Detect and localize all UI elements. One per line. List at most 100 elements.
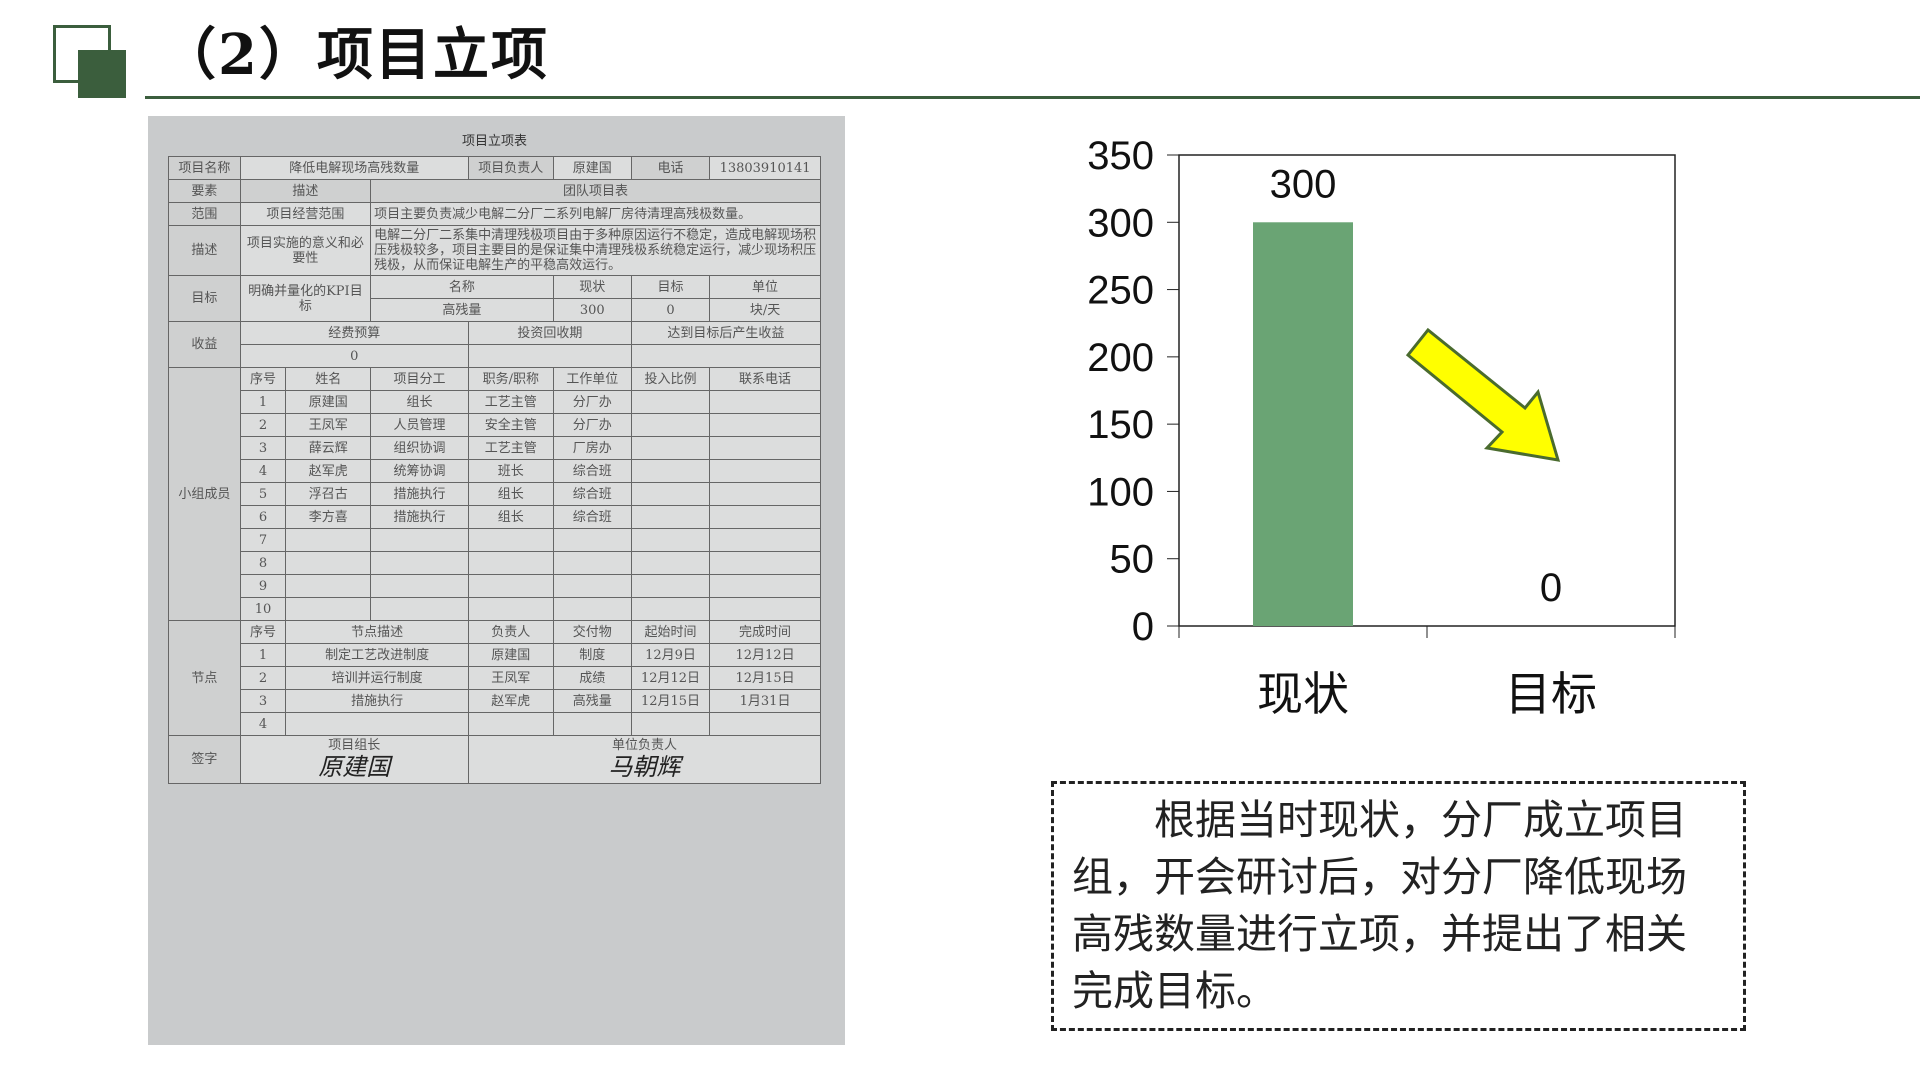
cell: 描述 bbox=[168, 225, 241, 276]
cell: 高残量 bbox=[370, 298, 554, 322]
cell bbox=[370, 528, 469, 552]
cell bbox=[630, 344, 822, 368]
cell bbox=[467, 712, 554, 736]
cell bbox=[709, 459, 821, 483]
cell: 联系电话 bbox=[709, 367, 821, 391]
cell bbox=[370, 597, 469, 621]
category-label: 目标 bbox=[1505, 667, 1597, 721]
cell: 措施执行 bbox=[285, 689, 469, 713]
cell bbox=[552, 712, 632, 736]
y-tick-label: 0 bbox=[1132, 605, 1154, 649]
cell: 电解二分厂二系集中清理残极项目由于多种原因运行不稳定，造成电解现场积压残极较多，… bbox=[370, 225, 821, 276]
cell: 节点 bbox=[168, 620, 241, 736]
cell bbox=[285, 551, 372, 575]
cell bbox=[467, 528, 554, 552]
cell bbox=[552, 574, 632, 598]
cell: 0 bbox=[630, 298, 711, 322]
cell: 300 bbox=[552, 298, 632, 322]
cell: 12月15日 bbox=[709, 666, 821, 690]
cell bbox=[630, 551, 711, 575]
cell: 措施执行 bbox=[370, 482, 469, 506]
cell: 10 bbox=[239, 597, 287, 621]
cell: 原建国 bbox=[467, 643, 554, 667]
form-title: 项目立项表 bbox=[461, 134, 527, 149]
cell: 项目主要负责减少电解二分厂二系列电解厂房待清理高残极数量。 bbox=[370, 202, 821, 226]
cell: 成绩 bbox=[552, 666, 632, 690]
cell bbox=[630, 597, 711, 621]
cell bbox=[467, 574, 554, 598]
cell bbox=[709, 505, 821, 529]
cell bbox=[709, 712, 821, 736]
node-row: 3 措施执行 赵军虎 高残量 12月15日 1月31日 bbox=[169, 689, 821, 713]
cell: 序号 bbox=[239, 367, 287, 391]
cell: 综合班 bbox=[552, 505, 632, 529]
cell: 投资回收期 bbox=[467, 321, 632, 345]
cell: 12月15日 bbox=[630, 689, 711, 713]
cell: 现状 bbox=[552, 275, 632, 299]
y-tick-label: 150 bbox=[1087, 403, 1154, 447]
cell: 项目经营范围 bbox=[239, 202, 372, 226]
cell bbox=[630, 505, 711, 529]
cell: 2 bbox=[239, 413, 287, 437]
cell: 2 bbox=[239, 666, 287, 690]
cell: 1 bbox=[239, 390, 287, 414]
members-section: 小组成员 序号 姓名 项目分工 职务/职称 工作单位 投入比例 联系电话 1 原建国 组长 工艺主管分… bbox=[168, 367, 821, 621]
member-row: 7 bbox=[169, 528, 821, 552]
cell: 浮召古 bbox=[285, 482, 372, 506]
cell: 小组成员 bbox=[168, 367, 241, 621]
cell bbox=[285, 574, 372, 598]
cell: 组长 bbox=[467, 482, 554, 506]
cell bbox=[285, 712, 469, 736]
sign-unit-cell: 单位负责人 马朝辉 bbox=[467, 735, 822, 784]
cell: 李方喜 bbox=[285, 505, 372, 529]
signature: 原建国 bbox=[318, 753, 391, 781]
cell: 5 bbox=[239, 482, 287, 506]
cell: 赵军虎 bbox=[467, 689, 554, 713]
cell: 统筹协调 bbox=[370, 459, 469, 483]
cell: 12月9日 bbox=[630, 643, 711, 667]
cell bbox=[285, 528, 372, 552]
sign-leader-label: 项目组长 bbox=[328, 738, 381, 753]
cell bbox=[709, 413, 821, 437]
cell: 收益 bbox=[168, 321, 241, 368]
cell: 交付物 bbox=[552, 620, 632, 644]
cell: 团队项目表 bbox=[370, 179, 821, 203]
y-tick-label: 50 bbox=[1110, 538, 1155, 582]
node-row: 2 培训并运行制度 王凤军 成绩 12月12日 12月15日 bbox=[169, 666, 821, 690]
cell: 8 bbox=[239, 551, 287, 575]
cell bbox=[709, 528, 821, 552]
cell bbox=[467, 551, 554, 575]
cell bbox=[552, 597, 632, 621]
cell: 描述 bbox=[239, 179, 372, 203]
member-row: 5 浮召古 措施执行 组长 综合班 bbox=[169, 482, 821, 506]
member-row: 10 bbox=[169, 597, 821, 621]
cell bbox=[630, 459, 711, 483]
summary-textbox: 根据当时现状，分厂成立项目组，开会研讨后，对分厂降低现场高残数量进行立项，并提出… bbox=[1051, 781, 1746, 1031]
cell: 组长 bbox=[467, 505, 554, 529]
cell bbox=[709, 551, 821, 575]
cell: 序号 bbox=[239, 620, 287, 644]
cell: 项目分工 bbox=[370, 367, 469, 391]
cell: 工艺主管 bbox=[467, 436, 554, 460]
cell bbox=[552, 528, 632, 552]
node-row: 1 制定工艺改进制度 原建国 制度 12月9日 12月12日 bbox=[169, 643, 821, 667]
cell: 王凤军 bbox=[467, 666, 554, 690]
cell bbox=[285, 597, 372, 621]
bar-chart: 0 50 100 150 200 250 300 350 300 现状 0 目标 bbox=[1087, 134, 1676, 721]
cell: 薛云辉 bbox=[285, 436, 372, 460]
cell: 3 bbox=[239, 689, 287, 713]
cell: 降低电解现场高残数量 bbox=[239, 156, 469, 180]
cell: 电话 bbox=[630, 156, 711, 180]
member-row: 4 赵军虎 统筹协调 班长 综合班 bbox=[169, 459, 821, 483]
member-row: 2 王凤军 人员管理 安全主管 分厂办 bbox=[169, 413, 821, 437]
cell: 9 bbox=[239, 574, 287, 598]
cell bbox=[630, 390, 711, 414]
cell: 节点描述 bbox=[285, 620, 469, 644]
cell: 高残量 bbox=[552, 689, 632, 713]
cell: 要素 bbox=[168, 179, 241, 203]
sign-leader-cell: 项目组长 原建国 bbox=[239, 735, 469, 784]
cell bbox=[630, 712, 711, 736]
cell: 名称 bbox=[370, 275, 554, 299]
cell: 4 bbox=[239, 459, 287, 483]
cell: 完成时间 bbox=[709, 620, 821, 644]
